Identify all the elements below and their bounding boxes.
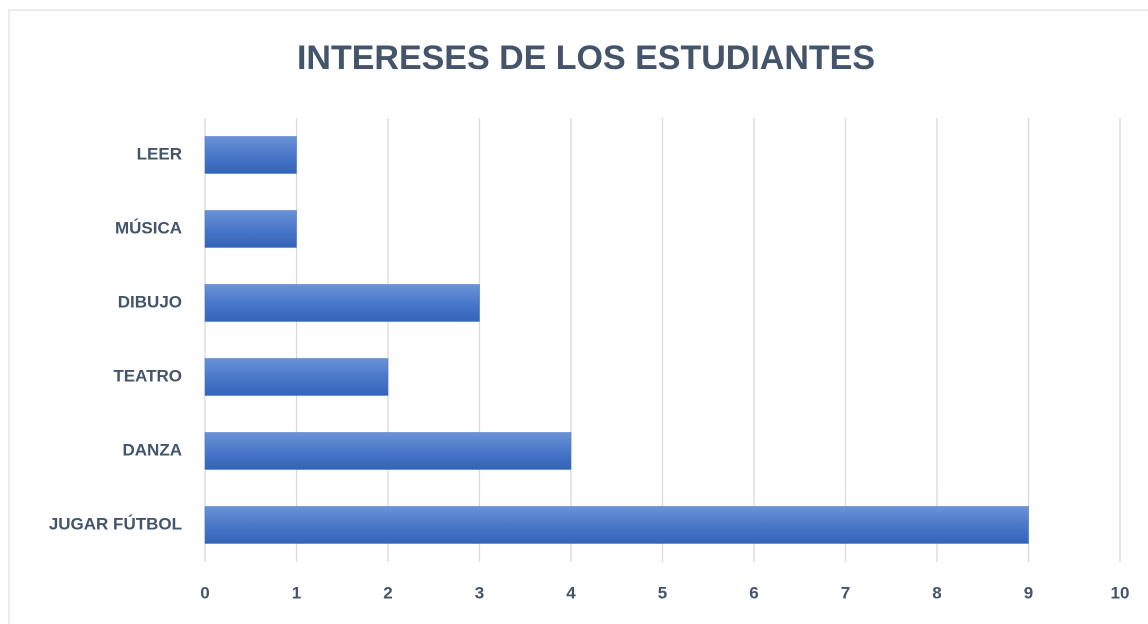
x-tick-label: 10: [1111, 583, 1130, 602]
x-tick-label: 2: [383, 583, 392, 602]
y-tick-label: TEATRO: [113, 366, 182, 385]
x-tick-label: 4: [566, 583, 576, 602]
x-tick-label: 9: [1024, 583, 1033, 602]
bar: [204, 136, 297, 174]
bar: [204, 284, 480, 322]
bar: [204, 432, 572, 470]
y-tick-label: DANZA: [123, 440, 183, 459]
y-tick-label: DIBUJO: [118, 292, 182, 311]
x-tick-label: 0: [200, 583, 209, 602]
x-tick-label: 7: [841, 583, 850, 602]
x-tick-label: 6: [749, 583, 758, 602]
y-tick-label: JUGAR FÚTBOL: [49, 514, 182, 533]
bar: [204, 358, 389, 396]
x-tick-label: 1: [292, 583, 301, 602]
x-tick-label: 3: [475, 583, 484, 602]
chart-title: INTERESES DE LOS ESTUDIANTES: [297, 39, 875, 77]
x-tick-label: 8: [932, 583, 941, 602]
x-tick-label: 5: [658, 583, 667, 602]
bar: [204, 210, 297, 248]
y-tick-label: LEER: [137, 144, 182, 163]
bar: [204, 506, 1029, 544]
y-tick-label: MÚSICA: [115, 218, 182, 237]
